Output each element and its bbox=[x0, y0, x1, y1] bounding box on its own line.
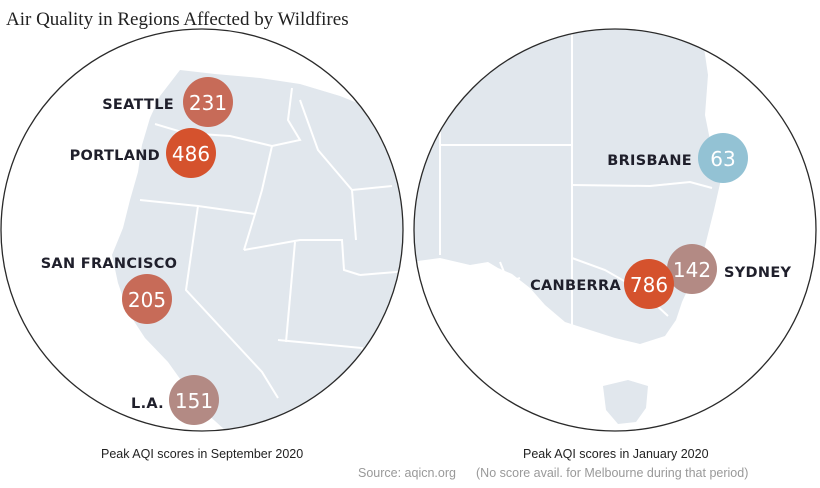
aqi-value: 142 bbox=[673, 258, 711, 282]
aqi-value: 786 bbox=[630, 273, 668, 297]
city-label: SYDNEY bbox=[724, 265, 792, 281]
city-marker-brisbane[interactable]: BRISBANE 63 bbox=[607, 133, 748, 183]
aqi-circle bbox=[169, 375, 219, 425]
aqi-value: 205 bbox=[128, 288, 166, 312]
city-marker-portland[interactable]: PORTLAND 486 bbox=[70, 128, 216, 178]
aqi-circle bbox=[624, 259, 674, 309]
city-label: L.A. bbox=[131, 396, 164, 412]
city-label: SEATTLE bbox=[102, 97, 174, 113]
city-marker-sydney[interactable]: 142 SYDNEY bbox=[667, 244, 792, 294]
aqi-value: 151 bbox=[175, 389, 213, 413]
city-marker-la[interactable]: L.A. 151 bbox=[131, 375, 219, 425]
city-label: PORTLAND bbox=[70, 148, 160, 164]
aqi-value: 486 bbox=[172, 142, 210, 166]
tasmania bbox=[603, 380, 648, 424]
aqi-circle bbox=[667, 244, 717, 294]
aqi-circle bbox=[698, 133, 748, 183]
page-title: Air Quality in Regions Affected by Wildf… bbox=[6, 9, 349, 30]
aqi-circle bbox=[166, 128, 216, 178]
australia-land bbox=[414, 29, 722, 344]
australia-map-frame bbox=[413, 28, 817, 432]
melbourne-note: (No score avail. for Melbourne during th… bbox=[476, 466, 749, 480]
city-label: SAN FRANCISCO bbox=[41, 256, 178, 272]
aqi-circle bbox=[183, 77, 233, 127]
us-map-frame bbox=[0, 28, 404, 432]
caption-australia: Peak AQI scores in January 2020 bbox=[523, 447, 709, 461]
australia-map bbox=[413, 28, 817, 432]
city-marker-san-francisco[interactable]: SAN FRANCISCO 205 bbox=[41, 256, 178, 324]
caption-us: Peak AQI scores in September 2020 bbox=[101, 447, 304, 461]
city-marker-canberra[interactable]: CANBERRA 786 bbox=[530, 259, 674, 309]
aqi-value: 63 bbox=[710, 147, 735, 171]
city-label: CANBERRA bbox=[530, 278, 621, 294]
source-credit: Source: aqicn.org bbox=[358, 466, 456, 480]
aqi-value: 231 bbox=[189, 91, 227, 115]
city-marker-seattle[interactable]: SEATTLE 231 bbox=[102, 77, 233, 127]
city-label: BRISBANE bbox=[607, 153, 692, 169]
aqi-circle bbox=[122, 274, 172, 324]
